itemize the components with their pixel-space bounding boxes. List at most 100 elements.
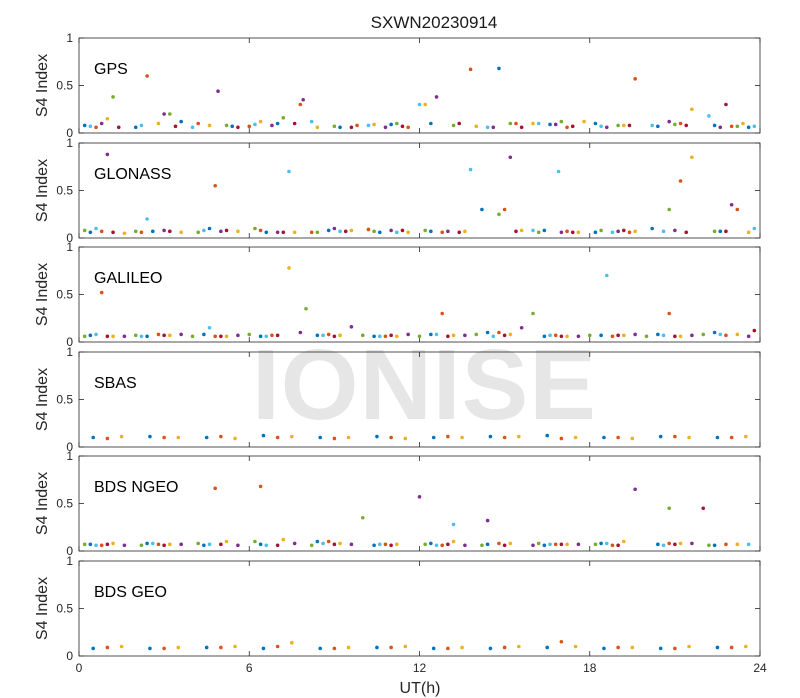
data-point	[91, 435, 95, 440]
axes-box-4	[78, 455, 761, 552]
data-point	[105, 116, 110, 121]
data-point	[287, 266, 291, 270]
data-point	[431, 646, 436, 651]
data-point	[724, 102, 728, 107]
panel-title: BDS GEO	[94, 584, 167, 601]
y-axis-label: S4 Index	[34, 159, 51, 222]
data-point	[253, 122, 257, 127]
data-point	[224, 334, 229, 339]
data-point	[261, 646, 266, 651]
data-point	[633, 229, 637, 234]
panel-title: GPS	[94, 61, 128, 78]
axes-box-5	[78, 560, 761, 657]
data-point	[446, 229, 450, 234]
data-point	[321, 333, 325, 338]
data-point	[88, 542, 93, 547]
data-point	[616, 435, 620, 440]
data-point	[593, 121, 598, 126]
data-point	[593, 230, 598, 235]
data-point	[119, 644, 124, 649]
data-point	[519, 228, 524, 233]
data-point	[148, 434, 152, 439]
data-point	[389, 333, 393, 338]
data-point	[712, 229, 717, 234]
data-point	[207, 325, 212, 330]
data-point	[715, 435, 720, 440]
data-point	[690, 155, 694, 160]
y-tick-label: 1	[66, 449, 73, 463]
data-point	[219, 434, 223, 439]
data-point	[292, 230, 297, 235]
y-tick-label: 0	[66, 440, 73, 454]
data-point	[633, 487, 637, 492]
data-point	[508, 332, 513, 337]
data-point	[502, 645, 507, 650]
data-point	[258, 484, 263, 489]
data-point	[673, 228, 677, 233]
data-point	[701, 332, 706, 337]
data-point	[389, 645, 393, 650]
data-point	[321, 541, 325, 546]
data-point	[99, 543, 104, 548]
data-point	[88, 124, 93, 129]
data-point	[236, 543, 240, 548]
data-point	[400, 124, 405, 129]
data-point	[457, 121, 462, 126]
data-point	[315, 230, 320, 235]
data-point	[474, 332, 479, 337]
data-point	[88, 333, 93, 338]
data-point	[395, 334, 399, 339]
data-point	[429, 229, 433, 234]
data-point	[389, 543, 393, 548]
data-point	[485, 330, 490, 335]
data-point	[236, 229, 240, 234]
data-point	[508, 541, 513, 546]
y-tick-label: 0	[66, 335, 73, 349]
data-point	[673, 646, 677, 651]
data-point	[94, 543, 98, 548]
data-point	[216, 89, 220, 93]
data-point	[275, 121, 280, 126]
data-point	[752, 328, 757, 333]
data-point	[630, 436, 635, 441]
data-point	[531, 121, 535, 126]
data-point	[735, 332, 740, 337]
data-point	[105, 334, 110, 339]
data-point	[485, 542, 490, 547]
data-point	[99, 290, 104, 295]
data-point	[156, 332, 161, 337]
data-point	[338, 541, 342, 546]
data-point	[497, 541, 501, 546]
data-point	[514, 121, 518, 126]
data-point	[463, 333, 467, 338]
data-point	[94, 226, 98, 231]
y-tick-label: 0.5	[56, 497, 73, 511]
data-point	[429, 541, 433, 546]
x-tick-label: 0	[76, 661, 83, 675]
data-point	[582, 119, 586, 124]
data-point	[460, 645, 464, 650]
data-point	[440, 311, 445, 316]
data-point	[570, 230, 575, 235]
data-point	[434, 543, 439, 548]
data-point	[326, 228, 331, 233]
data-point	[715, 645, 720, 650]
data-point	[661, 333, 666, 338]
data-point	[366, 123, 371, 128]
data-point	[712, 543, 717, 548]
data-point	[556, 169, 561, 174]
data-point	[190, 125, 195, 130]
y-tick-label: 0.5	[56, 184, 73, 198]
data-point	[332, 334, 337, 339]
data-point	[678, 541, 683, 546]
data-point	[746, 230, 751, 235]
data-point	[573, 435, 578, 440]
data-point	[488, 646, 493, 651]
data-point	[309, 543, 314, 548]
data-point	[627, 123, 632, 128]
data-point	[622, 228, 626, 233]
data-point	[406, 125, 410, 130]
data-point	[718, 332, 723, 337]
data-point	[423, 102, 427, 107]
data-point	[746, 125, 751, 130]
